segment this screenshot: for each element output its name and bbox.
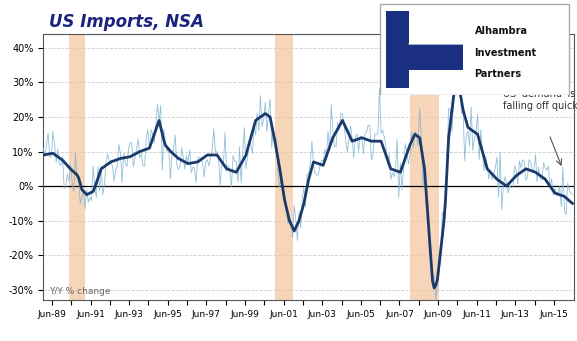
Polygon shape — [409, 11, 463, 44]
FancyBboxPatch shape — [409, 10, 465, 44]
FancyBboxPatch shape — [385, 11, 463, 88]
Text: Y/Y % change: Y/Y % change — [48, 287, 110, 296]
FancyBboxPatch shape — [380, 4, 569, 94]
Text: Alhambra: Alhambra — [474, 27, 527, 36]
Text: Partners: Partners — [474, 69, 522, 79]
Text: US 'demand' is
falling off quickly: US 'demand' is falling off quickly — [503, 89, 577, 111]
Text: Investment: Investment — [474, 48, 537, 58]
Bar — [69, 34, 85, 300]
FancyBboxPatch shape — [409, 70, 465, 88]
Text: US Imports, NSA: US Imports, NSA — [48, 13, 204, 31]
Bar — [410, 34, 439, 300]
Bar — [275, 34, 293, 300]
